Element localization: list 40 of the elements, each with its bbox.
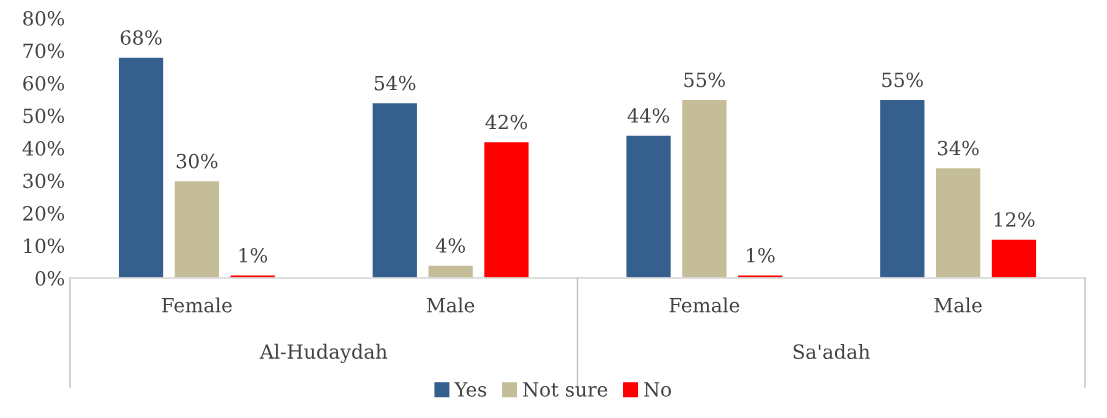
data-label: 12% <box>994 212 1035 227</box>
data-label: 1% <box>747 247 775 263</box>
bar <box>990 238 1038 278</box>
bar <box>371 101 419 278</box>
bar <box>878 98 926 278</box>
x-tick-label: Male <box>426 297 475 313</box>
bar <box>934 166 982 278</box>
legend-label: No <box>644 382 671 397</box>
data-label: 1% <box>239 247 268 263</box>
data-label: 42% <box>485 114 527 130</box>
data-label: 68% <box>120 30 162 45</box>
bar <box>680 98 728 278</box>
x-tick-label: Male <box>934 297 982 313</box>
y-tick-label: 80% <box>23 10 65 26</box>
data-label: 44% <box>627 108 670 123</box>
legend-label: Not sure <box>523 382 608 397</box>
y-tick-label: 70% <box>23 43 65 59</box>
bar <box>482 140 530 278</box>
text: Al-Hudaydah <box>259 343 388 363</box>
bar <box>427 264 475 278</box>
legend-label: Yes <box>454 382 487 397</box>
y-tick-label: 20% <box>23 205 65 221</box>
data-label: 30% <box>176 153 218 169</box>
data-label: 55% <box>882 72 923 88</box>
y-tick-label: 10% <box>24 238 65 254</box>
y-tick-label: 40% <box>22 140 65 156</box>
y-tick-label: 60% <box>23 75 65 91</box>
y-tick-label: 50% <box>23 108 65 124</box>
data-label: 4% <box>435 238 465 253</box>
text: Sa'adah <box>793 343 870 360</box>
bar <box>173 179 221 278</box>
y-tick-label: 0% <box>35 270 65 286</box>
x-tick-label: Female <box>162 297 232 313</box>
x-tick-label: Female <box>669 297 740 313</box>
bar <box>625 134 673 278</box>
data-label: 55% <box>684 72 725 88</box>
data-label: 54% <box>374 75 416 91</box>
y-tick-label: 30% <box>23 173 65 189</box>
data-label: 34% <box>938 140 979 156</box>
bar <box>117 56 165 278</box>
